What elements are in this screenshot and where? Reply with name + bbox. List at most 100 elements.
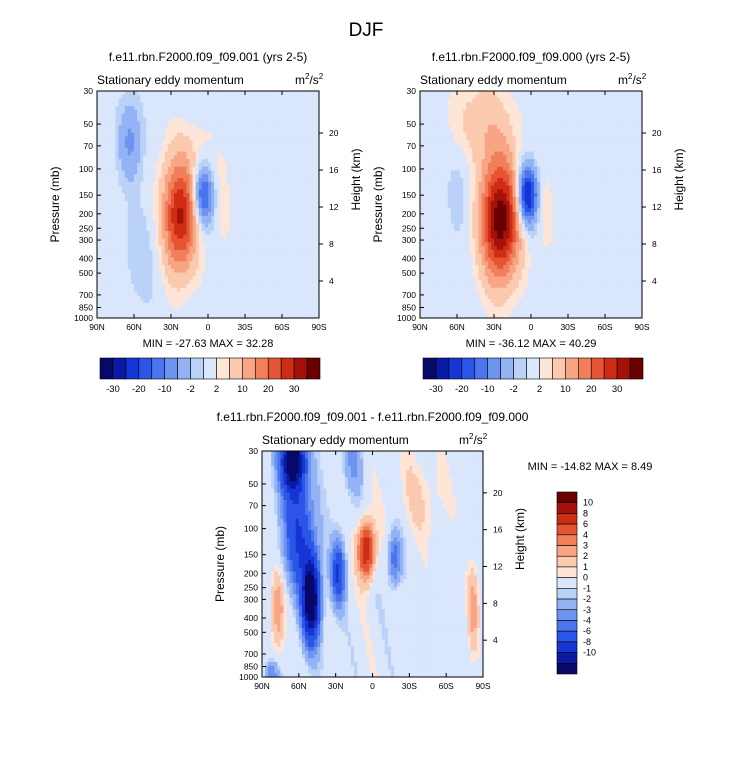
heatmap-cell bbox=[158, 246, 163, 251]
heatmap-cell bbox=[263, 204, 268, 209]
heatmap-cell bbox=[121, 162, 126, 168]
heatmap-cell bbox=[220, 215, 225, 221]
heatmap-cell bbox=[444, 272, 449, 277]
heatmap-cell bbox=[444, 128, 449, 134]
heatmap-cell bbox=[288, 170, 292, 175]
heatmap-cell bbox=[297, 140, 302, 145]
heatmap-cell bbox=[146, 287, 151, 293]
heatmap-cell bbox=[441, 178, 446, 183]
heatmap-cell bbox=[285, 246, 289, 251]
heatmap-cell bbox=[195, 132, 200, 137]
heatmap-cell bbox=[180, 208, 184, 213]
heatmap-cell bbox=[275, 136, 280, 141]
heatmap-cell bbox=[127, 185, 132, 190]
heatmap-cell bbox=[208, 170, 212, 175]
heatmap-cell bbox=[232, 268, 237, 274]
heatmap-cell bbox=[208, 113, 212, 119]
heatmap-cell bbox=[208, 272, 212, 277]
heatmap-cell bbox=[97, 102, 101, 107]
heatmap-cell bbox=[245, 215, 249, 221]
heatmap-cell bbox=[285, 170, 289, 175]
heatmap-cell bbox=[226, 170, 231, 175]
heatmap-cell bbox=[275, 249, 280, 255]
heatmap-cell bbox=[109, 143, 114, 149]
heatmap-cell bbox=[204, 306, 209, 312]
heatmap-cell bbox=[183, 143, 188, 149]
heatmap-cell bbox=[432, 185, 437, 190]
heatmap-cell bbox=[441, 249, 446, 255]
heatmap-cell bbox=[171, 102, 175, 107]
heatmap-cell bbox=[297, 178, 302, 183]
heatmap-cell bbox=[100, 159, 104, 164]
heatmap-cell bbox=[309, 174, 314, 179]
heatmap-cell bbox=[441, 299, 446, 304]
heatmap-cell bbox=[257, 212, 262, 217]
heatmap-cell bbox=[245, 265, 249, 270]
heatmap-cell bbox=[278, 219, 283, 225]
heatmap-cell bbox=[223, 208, 228, 213]
heatmap-cell bbox=[245, 140, 249, 145]
heatmap-cell bbox=[297, 132, 302, 137]
heatmap-cell bbox=[195, 136, 200, 141]
heatmap-cell bbox=[189, 223, 194, 228]
heatmap-cell bbox=[204, 299, 209, 304]
heatmap-cell bbox=[251, 196, 255, 202]
heatmap-cell bbox=[201, 143, 206, 149]
heatmap-cell bbox=[124, 310, 129, 315]
heatmap-cell bbox=[103, 200, 107, 206]
heatmap-cell bbox=[186, 91, 191, 96]
heatmap-cell bbox=[420, 272, 424, 277]
heatmap-cell bbox=[124, 174, 129, 179]
heatmap-cell bbox=[269, 155, 274, 160]
heatmap-cell bbox=[260, 102, 265, 107]
heatmap-cell bbox=[272, 212, 277, 217]
heatmap-cell bbox=[118, 117, 123, 122]
heatmap-cell bbox=[441, 193, 446, 198]
heatmap-cell bbox=[278, 306, 283, 312]
heatmap-cell bbox=[164, 174, 169, 179]
heatmap-cell bbox=[235, 162, 240, 168]
heatmap-cell bbox=[211, 113, 215, 119]
heatmap-cell bbox=[204, 128, 209, 134]
heatmap-cell bbox=[103, 261, 107, 266]
heatmap-cell bbox=[152, 91, 157, 96]
heatmap-cell bbox=[146, 302, 151, 308]
heatmap-cell bbox=[429, 181, 433, 187]
heatmap-cell bbox=[177, 234, 181, 240]
heatmap-cell bbox=[291, 310, 295, 315]
heatmap-cell bbox=[251, 106, 255, 111]
heatmap-cell bbox=[285, 196, 289, 202]
heatmap-cell bbox=[275, 109, 280, 115]
heatmap-cell bbox=[137, 283, 141, 289]
heatmap-cell bbox=[297, 181, 302, 187]
heatmap-cell bbox=[306, 268, 311, 274]
heatmap-cell bbox=[161, 106, 166, 111]
heatmap-cell bbox=[438, 215, 443, 221]
heatmap-cell bbox=[124, 280, 129, 285]
heatmap-cell bbox=[140, 200, 144, 206]
heatmap-cell bbox=[254, 166, 258, 172]
heatmap-cell bbox=[272, 238, 277, 243]
heatmap-cell bbox=[297, 268, 302, 274]
heatmap-cell bbox=[220, 234, 225, 240]
heatmap-cell bbox=[238, 299, 243, 304]
heatmap-cell bbox=[189, 106, 194, 111]
heatmap-cell bbox=[441, 215, 446, 221]
heatmap-cell bbox=[226, 162, 231, 168]
heatmap-cell bbox=[171, 121, 175, 126]
heatmap-cell bbox=[211, 128, 215, 134]
heatmap-cell bbox=[134, 227, 138, 232]
heatmap-cell bbox=[155, 121, 160, 126]
heatmap-cell bbox=[149, 136, 154, 141]
heatmap-cell bbox=[232, 276, 237, 281]
heatmap-cell bbox=[272, 189, 277, 194]
heatmap-cell bbox=[235, 261, 240, 266]
heatmap-cell bbox=[112, 128, 117, 134]
heatmap-cell bbox=[143, 136, 147, 141]
heatmap-cell bbox=[186, 117, 191, 122]
heatmap-cell bbox=[109, 261, 114, 266]
heatmap-cell bbox=[444, 159, 449, 164]
heatmap-cell bbox=[214, 223, 218, 228]
heatmap-cell bbox=[420, 121, 424, 126]
heatmap-cell bbox=[103, 291, 107, 296]
